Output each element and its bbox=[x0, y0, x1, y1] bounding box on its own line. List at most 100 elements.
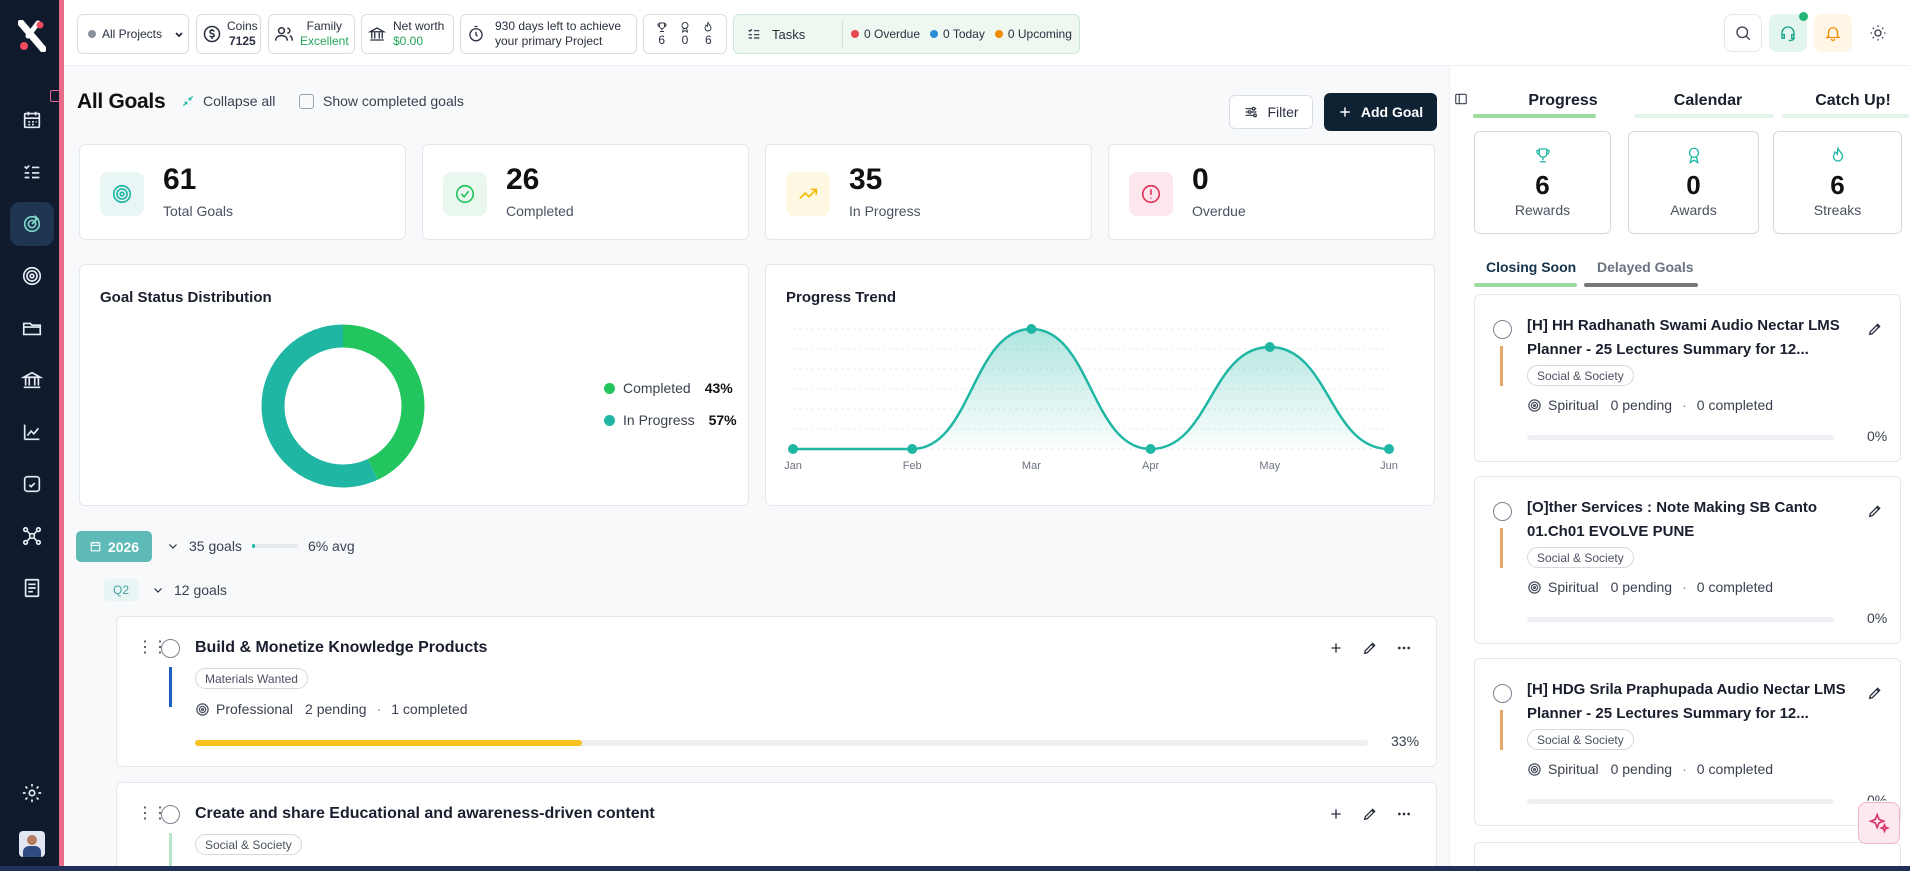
goal-title[interactable]: Build & Monetize Knowledge Products bbox=[195, 639, 488, 656]
goals-icon[interactable] bbox=[10, 202, 54, 246]
app-logo-icon[interactable] bbox=[17, 19, 47, 53]
add-subgoal-button[interactable] bbox=[1326, 804, 1346, 824]
distribution-title: Goal Status Distribution bbox=[100, 289, 272, 306]
legend-in-progress: In Progress 57% bbox=[604, 412, 737, 428]
tasks-chip[interactable]: Tasks 0 Overdue 0 Today 0 Upcoming bbox=[733, 14, 1080, 54]
goal-meta: Spiritual 0 pending · 0 completed bbox=[1527, 761, 1773, 777]
edit-goal-button[interactable] bbox=[1360, 804, 1380, 824]
goal-meta: Spiritual 0 pending · 0 completed bbox=[1527, 579, 1773, 595]
ai-assistant-button[interactable] bbox=[1858, 802, 1900, 844]
goal-progress-track bbox=[1527, 617, 1834, 622]
trend-title: Progress Trend bbox=[786, 289, 897, 306]
search-button[interactable] bbox=[1724, 14, 1762, 52]
chevron-down-icon bbox=[175, 32, 183, 38]
closing-soon-goal[interactable]: [H] HDG Srila Praphupada Audio Nectar LM… bbox=[1474, 658, 1901, 826]
coins-chip[interactable]: Coins 7125 bbox=[196, 14, 261, 54]
subtab-closing-soon[interactable]: Closing Soon bbox=[1486, 259, 1577, 275]
notifications-button[interactable] bbox=[1814, 14, 1852, 52]
target-icon[interactable] bbox=[10, 254, 54, 298]
add-goal-button[interactable]: Add Goal bbox=[1324, 93, 1437, 131]
pencil-icon bbox=[1868, 323, 1881, 336]
data-point-may[interactable] bbox=[1264, 342, 1275, 352]
chevron-down-icon[interactable] bbox=[152, 584, 164, 596]
data-point-jun[interactable] bbox=[1384, 444, 1394, 454]
goal-title[interactable]: Create and share Educational and awarene… bbox=[195, 805, 655, 822]
tab-calendar[interactable]: Calendar bbox=[1673, 92, 1743, 109]
edit-goal-button[interactable] bbox=[1360, 638, 1380, 658]
goal-tag: Social & Society bbox=[1527, 729, 1634, 750]
goal-complete-checkbox[interactable] bbox=[161, 639, 180, 658]
folder-icon[interactable] bbox=[10, 306, 54, 350]
year-group-badge[interactable]: 2026 bbox=[76, 531, 152, 562]
data-point-jan[interactable] bbox=[788, 444, 798, 454]
data-point-apr[interactable] bbox=[1145, 444, 1156, 454]
expand-sidebar-icon[interactable] bbox=[50, 90, 62, 102]
closing-soon-goal[interactable]: [H] HH Radhanath Swami Audio Nectar LMS … bbox=[1474, 294, 1901, 462]
analytics-icon[interactable] bbox=[10, 410, 54, 454]
goal-title[interactable]: [O]ther Services : Note Making SB Canto … bbox=[1527, 499, 1818, 540]
goal-card[interactable]: ⋮⋮ Build & Monetize Knowledge Products M… bbox=[116, 616, 1437, 767]
collapse-all-button[interactable]: Collapse all bbox=[181, 93, 275, 109]
show-completed-checkbox[interactable] bbox=[299, 93, 314, 109]
data-point-feb[interactable] bbox=[907, 444, 918, 454]
bank-icon[interactable] bbox=[10, 358, 54, 402]
streak-count: 6 bbox=[704, 32, 712, 47]
network-icon[interactable] bbox=[10, 514, 54, 558]
edit-goal-button[interactable] bbox=[1867, 685, 1883, 706]
show-completed-toggle[interactable]: Show completed goals bbox=[299, 93, 464, 109]
goal-complete-checkbox[interactable] bbox=[1493, 684, 1512, 703]
goal-card[interactable]: ⋮⋮ Create and share Educational and awar… bbox=[116, 782, 1437, 871]
project-selector[interactable]: All Projects bbox=[77, 14, 189, 54]
goal-complete-checkbox[interactable] bbox=[161, 805, 180, 824]
stat-value: 61 bbox=[163, 163, 197, 196]
quarter-badge[interactable]: Q2 bbox=[104, 579, 138, 601]
bell-icon bbox=[1825, 27, 1841, 42]
target-icon bbox=[1528, 398, 1541, 412]
more-options-button[interactable] bbox=[1394, 638, 1414, 658]
tab-catch-up[interactable]: Catch Up! bbox=[1815, 92, 1891, 109]
tasks-upcoming[interactable]: 0 Upcoming bbox=[1007, 27, 1072, 41]
tasks-list-icon[interactable] bbox=[10, 150, 54, 194]
receipt-icon[interactable] bbox=[10, 462, 54, 506]
user-avatar[interactable] bbox=[19, 831, 45, 857]
data-point-mar[interactable] bbox=[1026, 324, 1037, 334]
edit-goal-button[interactable] bbox=[1867, 321, 1883, 342]
goal-title[interactable]: [H] HDG Srila Praphupada Audio Nectar LM… bbox=[1527, 681, 1846, 722]
goal-progress-percent: 0% bbox=[1867, 610, 1888, 626]
add-subgoal-button[interactable] bbox=[1326, 638, 1346, 658]
subtab-delayed-goals[interactable]: Delayed Goals bbox=[1597, 259, 1694, 275]
notes-icon[interactable] bbox=[10, 566, 54, 610]
target-icon bbox=[1528, 762, 1541, 776]
year-group-info: 35 goals 6% avg bbox=[167, 538, 355, 554]
pie-slice-in-progress[interactable] bbox=[261, 324, 425, 488]
family-chip[interactable]: Family Excellent bbox=[268, 14, 355, 54]
calendar-icon[interactable] bbox=[10, 98, 54, 142]
goal-color-bar bbox=[169, 667, 172, 707]
goal-complete-checkbox[interactable] bbox=[1493, 320, 1512, 339]
tab-progress-underline bbox=[1473, 114, 1596, 118]
tab-progress[interactable]: Progress bbox=[1528, 92, 1598, 109]
year-label: 2026 bbox=[107, 538, 140, 555]
chevron-down-icon[interactable] bbox=[167, 540, 179, 552]
panel-toggle-icon[interactable] bbox=[1454, 92, 1468, 106]
goal-completed: 1 completed bbox=[391, 701, 468, 717]
more-options-button[interactable] bbox=[1394, 804, 1414, 824]
today-dot bbox=[930, 30, 939, 38]
drag-handle-icon[interactable]: ⋮⋮ bbox=[137, 639, 168, 656]
edit-goal-button[interactable] bbox=[1867, 503, 1883, 524]
closing-soon-goal[interactable]: [O]ther Services : Note Making SB Canto … bbox=[1474, 476, 1901, 644]
filter-button[interactable]: Filter bbox=[1229, 95, 1313, 129]
theme-toggle-button[interactable] bbox=[1859, 14, 1897, 52]
goal-title[interactable]: [H] HH Radhanath Swami Audio Nectar LMS … bbox=[1527, 317, 1840, 358]
upcoming-dot bbox=[994, 30, 1003, 38]
support-button[interactable] bbox=[1769, 12, 1808, 52]
tasks-today[interactable]: 0 Today bbox=[943, 27, 985, 41]
drag-handle-icon[interactable]: ⋮⋮ bbox=[137, 805, 168, 822]
achievements-chip[interactable]: 6 0 6 bbox=[643, 14, 727, 54]
days-left-chip[interactable]: 930 days left to achieve your primary Pr… bbox=[460, 14, 637, 54]
networth-label: Net worth bbox=[393, 19, 445, 33]
settings-gear-icon[interactable] bbox=[10, 771, 54, 815]
tasks-overdue[interactable]: 0 Overdue bbox=[864, 27, 921, 41]
networth-chip[interactable]: Net worth $0.00 bbox=[361, 14, 454, 54]
goal-complete-checkbox[interactable] bbox=[1493, 502, 1512, 521]
